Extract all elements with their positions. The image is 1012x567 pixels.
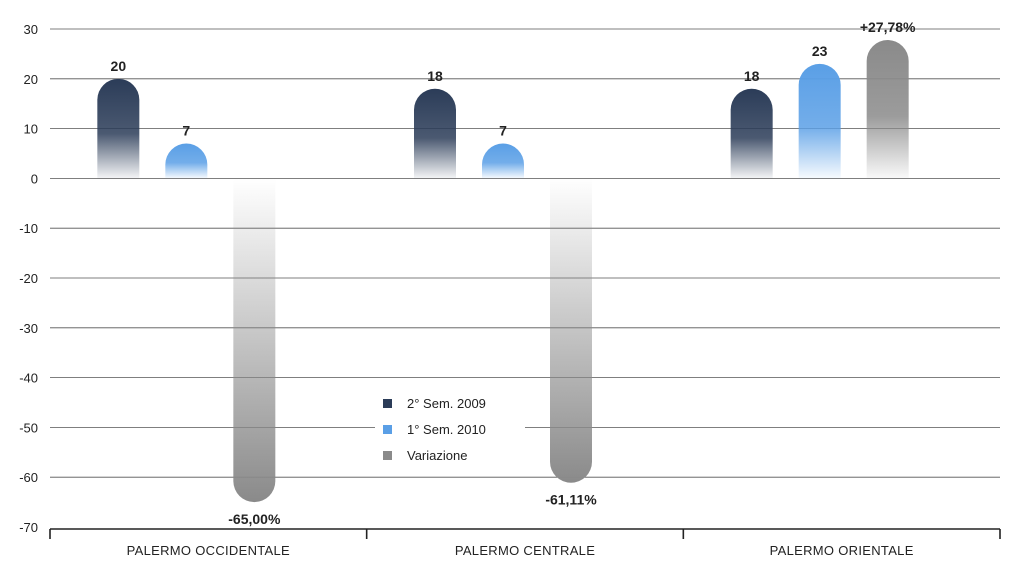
y-tick-label: -10 [19,221,38,236]
legend: 2° Sem. 2009 1° Sem. 2010 Variazione [375,392,525,476]
y-tick-label: -30 [19,321,38,336]
bar-2-sem-2009 [97,78,140,179]
data-label: 7 [182,123,190,139]
bar-1-sem-2010 [798,63,841,179]
y-tick-label: -50 [19,420,38,435]
data-label: 7 [499,123,507,139]
legend-label: 1° Sem. 2010 [407,422,486,437]
data-label: -65,00% [228,511,281,527]
bars [97,40,909,503]
bar-2-sem-2009 [730,88,773,179]
bar-variazione [233,178,276,503]
data-label: 18 [427,68,443,84]
category-label: PALERMO ORIENTALE [770,543,914,558]
category-label: PALERMO CENTRALE [455,543,595,558]
y-tick-label: 20 [24,72,38,87]
y-tick-label: -60 [19,470,38,485]
y-tick-label: -20 [19,271,38,286]
data-label: +27,78% [860,19,916,35]
data-label: 23 [812,43,828,59]
legend-swatch [383,425,392,434]
legend-label: 2° Sem. 2009 [407,396,486,411]
data-label: -61,11% [545,492,597,508]
data-labels: 20 18 18 7 7 23 -65,00% -61,11% +27,78% [111,19,916,527]
y-tick-label: -70 [19,520,38,535]
data-label: 18 [744,68,760,84]
bar-variazione [550,178,592,483]
legend-background [375,392,525,476]
y-tick-label: 10 [24,122,38,137]
y-tick-label: -40 [19,371,38,386]
y-tick-label: 30 [24,22,38,37]
data-label: 20 [111,58,127,74]
legend-label: Variazione [407,448,467,463]
bar-2-sem-2009 [414,88,456,179]
axes: 30 20 10 0 -10 -20 -30 -40 -50 -60 -70 PALERMO OCCI… [19,22,1001,558]
bar-1-sem-2010 [482,143,524,179]
bar-variazione [866,40,909,179]
legend-swatch [383,399,392,408]
category-label: PALERMO OCCIDENTALE [127,543,290,558]
legend-swatch [383,451,392,460]
bar-1-sem-2010 [165,143,208,179]
y-tick-label: 0 [31,171,38,186]
